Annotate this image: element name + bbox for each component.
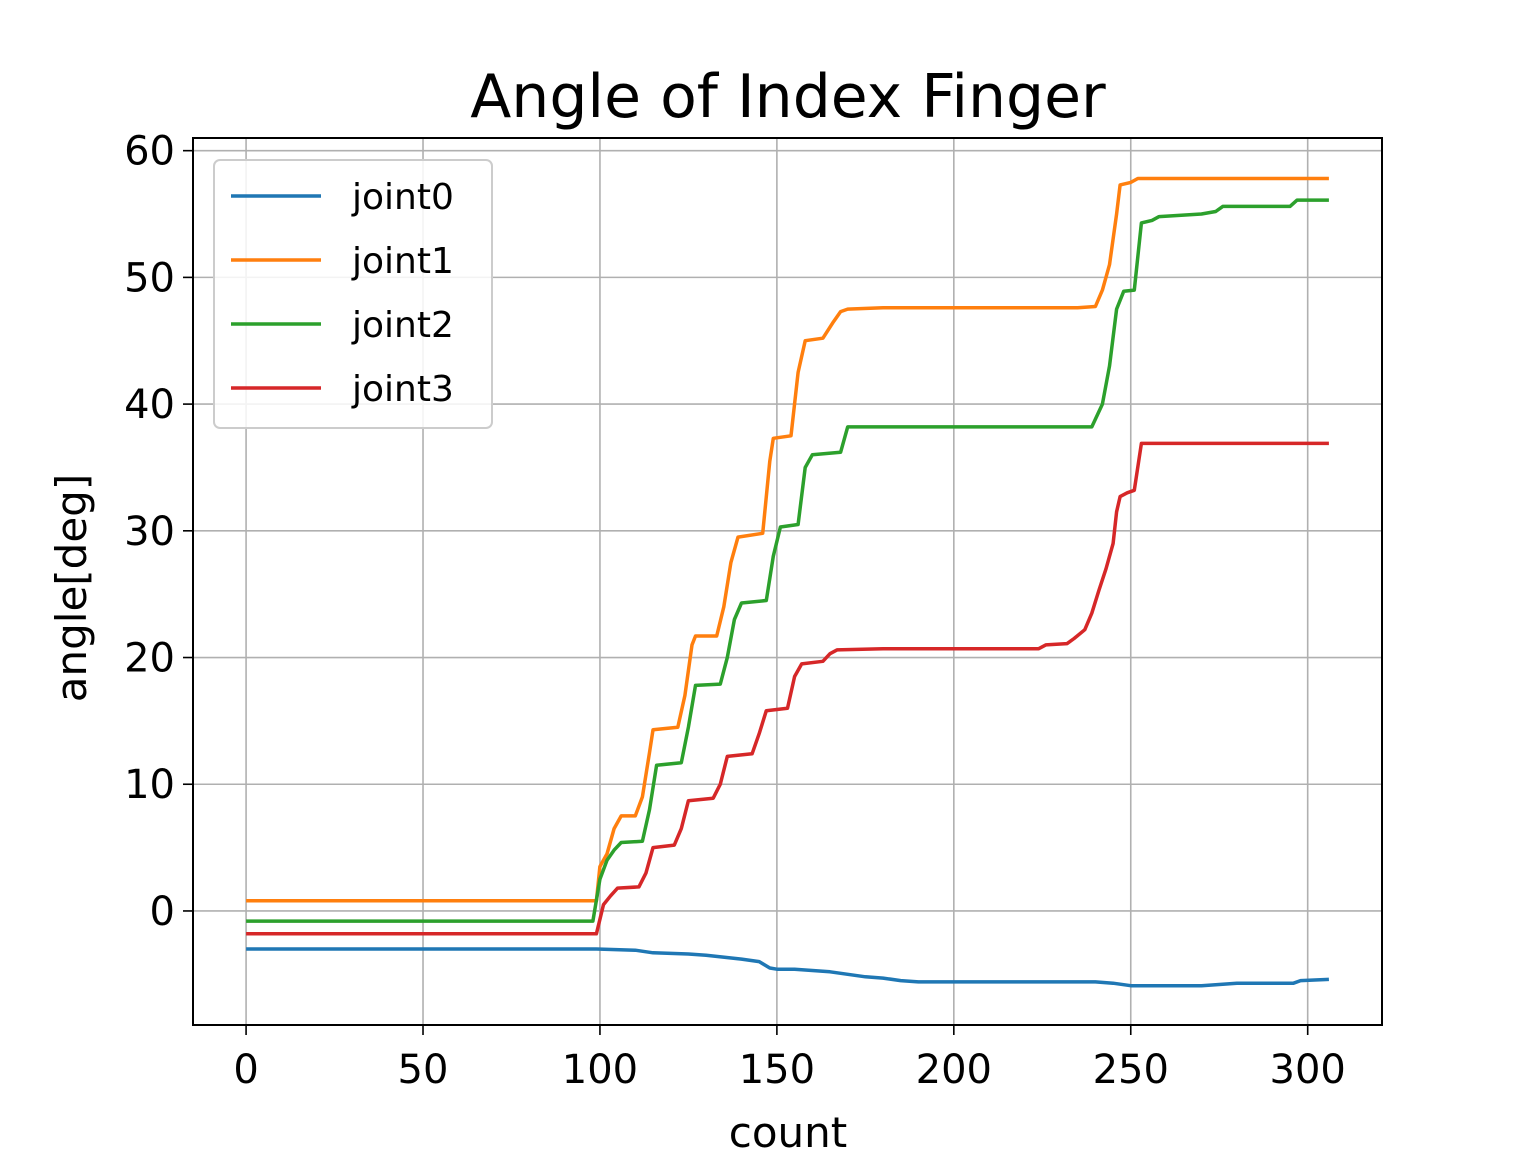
plot-frame bbox=[192, 137, 1383, 1026]
legend-label: joint3 bbox=[351, 369, 454, 410]
legend-label: joint0 bbox=[351, 177, 454, 218]
y-tick-label: 60 bbox=[124, 129, 175, 175]
legend-label: joint1 bbox=[351, 241, 454, 282]
x-tick-label: 0 bbox=[233, 1047, 258, 1093]
x-tick-label: 150 bbox=[739, 1047, 815, 1093]
y-tick-label: 20 bbox=[124, 636, 175, 682]
x-tick-label: 300 bbox=[1270, 1047, 1346, 1093]
series-lines bbox=[246, 176, 1329, 988]
series-line-joint2 bbox=[246, 198, 1329, 923]
series-line-joint3 bbox=[246, 441, 1329, 936]
legend-label: joint2 bbox=[351, 305, 454, 346]
series-line-joint1 bbox=[246, 176, 1329, 903]
x-axis-label: count bbox=[729, 1108, 848, 1152]
y-axis-label: angle[deg] bbox=[47, 474, 96, 702]
y-tick-label: 40 bbox=[124, 382, 175, 428]
legend: joint0 joint1 joint2 joint3 bbox=[213, 159, 493, 429]
chart-title: Angle of Index Finger bbox=[470, 62, 1106, 132]
y-tick-label: 0 bbox=[150, 889, 175, 935]
axis-ticks: 0 50 100 150 200 250 300 0 10 20 30 40 50 60 bbox=[124, 129, 1346, 1093]
legend-box bbox=[213, 159, 493, 429]
x-tick-label: 50 bbox=[398, 1047, 449, 1093]
series-line-joint0 bbox=[246, 947, 1329, 988]
y-tick-label: 10 bbox=[124, 762, 175, 808]
y-tick-label: 30 bbox=[124, 509, 175, 555]
x-tick-label: 200 bbox=[916, 1047, 992, 1093]
y-tick-label: 50 bbox=[124, 255, 175, 301]
x-tick-label: 250 bbox=[1093, 1047, 1169, 1093]
x-tick-label: 100 bbox=[562, 1047, 638, 1093]
